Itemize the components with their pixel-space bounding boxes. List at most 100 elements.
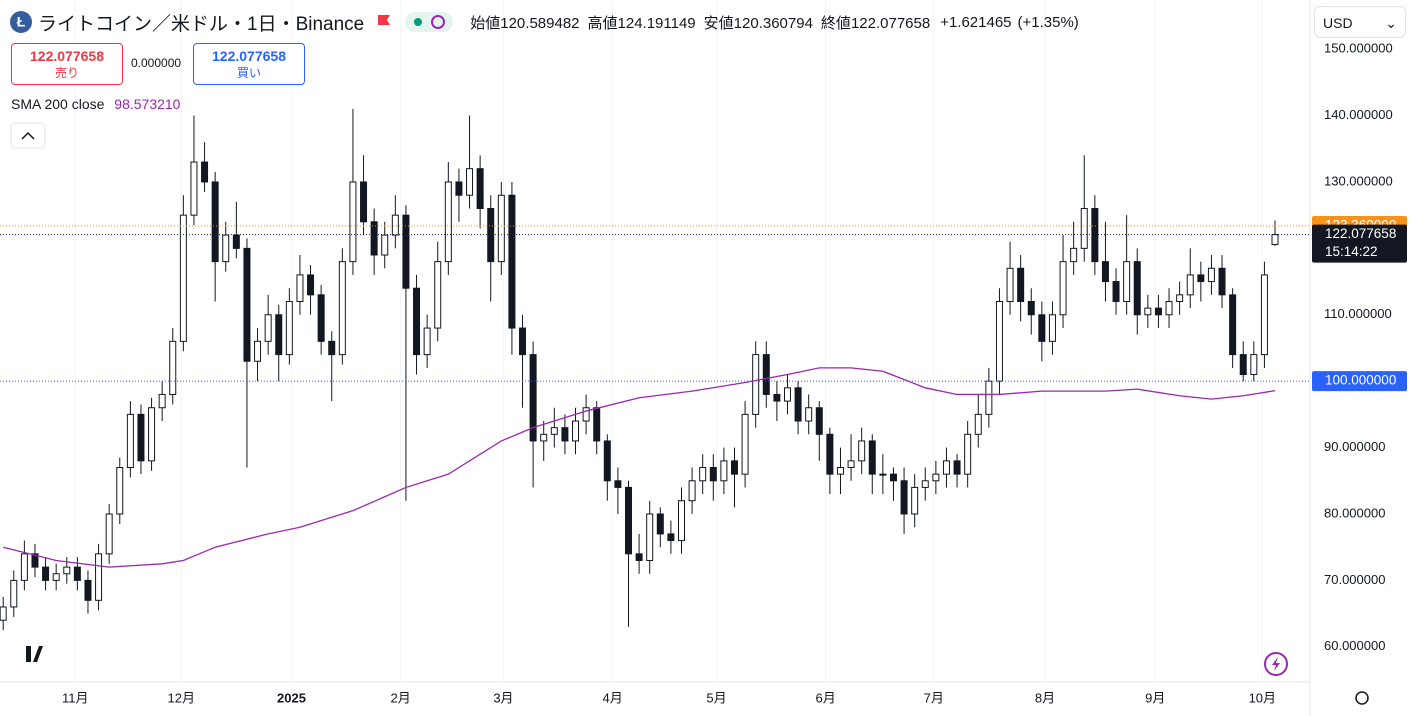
x-tick-label: 2月: [391, 690, 411, 705]
candle-body: [1017, 267, 1025, 302]
candle-body: [783, 387, 791, 402]
candle-body: [126, 413, 134, 469]
tv-logo: [14, 646, 43, 662]
y-tick-label: 140.000000: [1324, 107, 1393, 122]
candle-body: [868, 440, 876, 475]
candle-body: [709, 467, 717, 482]
candle-body: [730, 460, 738, 475]
price-tag-label: 100.000000: [1325, 373, 1396, 388]
candle-body: [519, 327, 527, 356]
candle-body: [444, 181, 452, 263]
candle-body: [169, 340, 177, 395]
x-tick-label: 10月: [1249, 690, 1276, 705]
spread: 0.000000: [131, 56, 182, 70]
sell-label: 売り: [54, 66, 79, 80]
candle-body: [1176, 294, 1184, 302]
x-tick-label: 11月: [62, 690, 89, 705]
change-pct: (+1.35%): [1017, 13, 1079, 31]
candle-body: [656, 513, 664, 535]
candle-body: [741, 413, 749, 475]
currency-select[interactable]: USD ⌄: [1314, 6, 1406, 38]
candle-body: [1112, 281, 1120, 302]
ohlc-label: 安値: [703, 14, 734, 32]
candle-body: [1059, 261, 1067, 316]
candle-body: [847, 460, 855, 469]
candle-body: [667, 533, 675, 542]
flag-icon[interactable]: [364, 11, 404, 33]
candle-body: [794, 387, 802, 422]
candle-body: [413, 287, 421, 356]
candle-body: [423, 327, 431, 356]
candle-body: [1038, 314, 1046, 342]
candle-body: [137, 413, 145, 462]
sell-button[interactable]: 122.077658 売り: [11, 43, 123, 85]
candle-body: [540, 433, 548, 442]
candle-body: [688, 480, 696, 502]
ohlc-value: 120.589482: [500, 14, 580, 32]
candle-body: [985, 380, 993, 415]
x-tick-label: 5月: [706, 690, 726, 705]
candle-body: [1207, 267, 1215, 283]
candle-body: [105, 513, 113, 555]
candle-body: [836, 467, 844, 475]
candle-body: [476, 168, 484, 210]
candle-body: [826, 433, 834, 475]
candle-body: [264, 314, 272, 342]
candle-body: [646, 513, 654, 561]
candle-body: [964, 433, 972, 475]
candle-body: [858, 440, 866, 462]
settings-icon[interactable]: [1355, 691, 1369, 705]
coin-icon: Ł: [10, 11, 32, 33]
alert-icon-bolt: [1272, 657, 1280, 671]
collapse-button[interactable]: [10, 122, 46, 149]
candle-body: [84, 579, 92, 601]
sma-line: [3, 367, 1276, 568]
candle-body: [370, 221, 378, 256]
candle-body: [52, 573, 60, 581]
candle-body: [603, 440, 611, 482]
buy-button[interactable]: 122.077658 買い: [193, 43, 305, 85]
candle-body: [889, 473, 897, 482]
candle-body: [582, 407, 590, 422]
candle-body: [360, 181, 368, 223]
candle-body: [1006, 267, 1014, 302]
currency: USD: [1323, 15, 1353, 31]
y-tick-label: 130.000000: [1324, 173, 1393, 188]
x-tick-label: 6月: [816, 690, 836, 705]
candle-body: [773, 393, 781, 402]
candle-body: [921, 480, 929, 488]
x-tick-label: 7月: [924, 690, 944, 705]
y-tick-label: 80.000000: [1324, 505, 1385, 520]
candle-body: [1229, 294, 1237, 356]
candle-body: [1080, 208, 1088, 249]
y-tick-label: 110.000000: [1324, 306, 1392, 321]
ohlc-label: 始値: [470, 14, 501, 32]
x-tick-label: 8月: [1035, 690, 1055, 705]
candle-body: [1260, 274, 1268, 356]
ohlc-label: 終値: [820, 14, 851, 32]
candle-body: [254, 340, 262, 362]
candle-body: [402, 214, 410, 289]
y-tick-label: 150.000000: [1324, 41, 1393, 56]
ohlc-item: 始値120.589482: [470, 15, 579, 32]
candle-body: [1070, 247, 1078, 263]
candle-body: [762, 354, 770, 395]
alert-icon[interactable]: [1264, 652, 1288, 676]
candle-body: [805, 407, 813, 422]
candle-body: [158, 393, 166, 409]
collapse-arrow: [21, 131, 35, 140]
candle-body: [911, 486, 919, 515]
ohlc-value: 124.191149: [617, 14, 696, 32]
y-tick-label: 70.000000: [1324, 572, 1385, 587]
candle-body: [328, 340, 336, 356]
candle-body: [243, 247, 251, 362]
candle-body: [1250, 354, 1258, 376]
candle-body: [190, 161, 198, 216]
candle-body: [275, 314, 283, 356]
ohlc: 始値120.589482 高値124.191149 安値120.360794 終値12…: [462, 12, 930, 33]
status-pill[interactable]: [404, 10, 456, 34]
candle-body: [116, 467, 124, 515]
candle-body: [974, 413, 982, 435]
